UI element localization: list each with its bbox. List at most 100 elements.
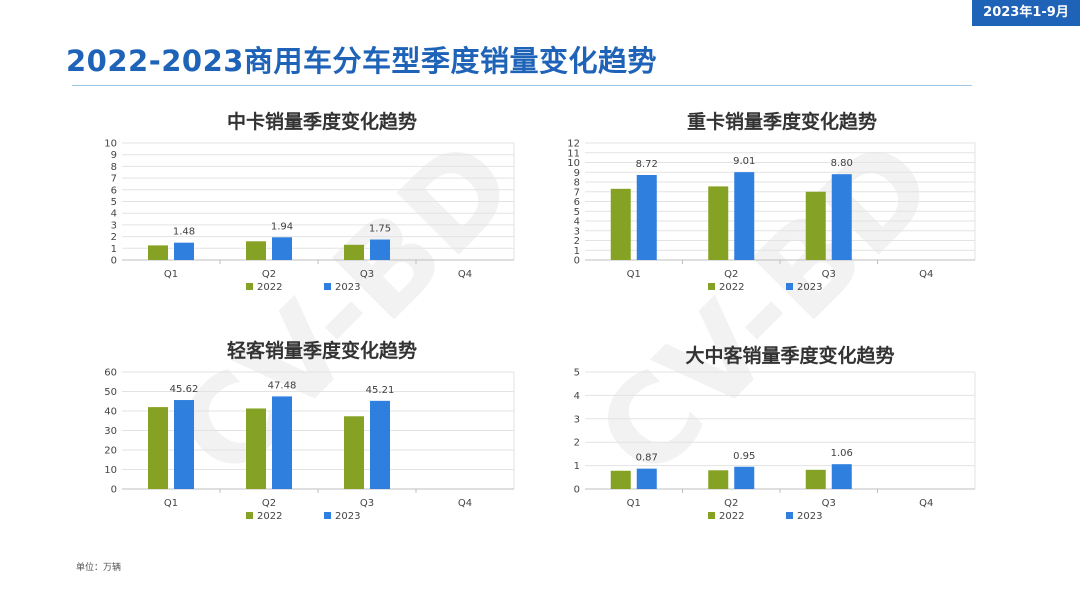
x-tick-label: Q2 <box>724 498 738 509</box>
y-tick-label: 0 <box>574 256 580 267</box>
y-tick-label: 6 <box>574 197 580 208</box>
bar-2023-Q1 <box>636 174 657 260</box>
y-tick-label: 0 <box>111 485 117 496</box>
y-tick-label: 30 <box>104 426 117 437</box>
y-tick-label: 11 <box>567 148 580 159</box>
data-label-2023-Q3: 45.21 <box>366 385 395 396</box>
chart-title-0: 中卡销量季度变化趋势 <box>227 110 417 133</box>
y-tick-label: 5 <box>574 368 580 379</box>
legend-label-2023: 2023 <box>797 282 822 293</box>
y-tick-label: 20 <box>104 446 117 457</box>
x-tick-label: Q2 <box>262 498 276 509</box>
legend-label-2023: 2023 <box>797 511 822 522</box>
unit-note: 单位：万辆 <box>76 563 122 573</box>
bar-2022-Q2 <box>708 470 729 489</box>
legend-swatch-2023 <box>786 283 793 290</box>
bar-2022-Q3 <box>805 469 826 489</box>
x-tick-label: Q4 <box>919 498 933 509</box>
bar-2022-Q1 <box>610 470 631 489</box>
y-tick-label: 9 <box>574 168 580 179</box>
bar-2022-Q1 <box>148 245 168 260</box>
data-label-2023-Q1: 45.62 <box>170 384 199 395</box>
x-tick-label: Q3 <box>360 498 374 509</box>
y-tick-label: 2 <box>111 232 117 243</box>
bar-2022-Q2 <box>708 186 729 260</box>
y-tick-label: 10 <box>104 139 117 150</box>
y-tick-label: 3 <box>111 220 117 231</box>
data-label-2023-Q2: 47.48 <box>268 380 297 391</box>
data-label-2023-Q2: 1.94 <box>271 221 293 232</box>
page-title: 2022-2023商用车分车型季度销量变化趋势 <box>66 44 657 78</box>
bar-2023-Q1 <box>636 468 657 489</box>
x-tick-label: Q2 <box>262 269 276 280</box>
y-tick-label: 9 <box>111 150 117 161</box>
y-tick-label: 12 <box>567 139 580 150</box>
legend-swatch-2022 <box>708 512 715 519</box>
bar-2023-Q2 <box>734 172 755 260</box>
x-tick-label: Q3 <box>822 269 836 280</box>
legend-label-2022: 2022 <box>257 282 282 293</box>
legend-swatch-2023 <box>324 512 331 519</box>
data-label-2023-Q2: 0.95 <box>733 451 755 462</box>
x-tick-label: Q1 <box>164 269 178 280</box>
date-range-badge: 2023年1-9月 <box>972 0 1080 26</box>
legend-swatch-2023 <box>786 512 793 519</box>
data-label-2023-Q1: 8.72 <box>636 159 658 170</box>
bar-2023-Q2 <box>272 237 292 260</box>
y-tick-label: 1 <box>574 461 580 472</box>
y-tick-label: 8 <box>111 162 117 173</box>
y-tick-label: 8 <box>574 178 580 189</box>
y-tick-label: 1 <box>111 244 117 255</box>
data-label-2023-Q3: 8.80 <box>831 158 853 169</box>
bar-2022-Q1 <box>610 188 631 260</box>
data-label-2023-Q1: 0.87 <box>636 453 658 464</box>
title-divider <box>72 85 972 86</box>
chart-title-3: 大中客销量季度变化趋势 <box>685 344 894 367</box>
bar-2023-Q3 <box>831 174 852 260</box>
data-label-2023-Q3: 1.06 <box>831 448 853 459</box>
bar-2022-Q1 <box>148 407 168 489</box>
bar-2022-Q3 <box>344 244 364 260</box>
legend-label-2022: 2022 <box>719 282 744 293</box>
y-tick-label: 4 <box>111 209 117 220</box>
y-tick-label: 50 <box>104 387 117 398</box>
y-tick-label: 10 <box>104 465 117 476</box>
y-tick-label: 6 <box>111 185 117 196</box>
legend-swatch-2023 <box>324 283 331 290</box>
x-tick-label: Q1 <box>627 269 641 280</box>
data-label-2023-Q3: 1.75 <box>369 224 391 235</box>
y-tick-label: 2 <box>574 438 580 449</box>
x-tick-label: Q1 <box>164 498 178 509</box>
y-tick-label: 2 <box>574 236 580 247</box>
y-tick-label: 5 <box>111 197 117 208</box>
x-tick-label: Q1 <box>627 498 641 509</box>
bar-2023-Q3 <box>831 464 852 489</box>
bar-2022-Q2 <box>246 241 266 260</box>
y-tick-label: 0 <box>111 256 117 267</box>
chart-title-2: 轻客销量季度变化趋势 <box>227 339 417 362</box>
bar-2022-Q2 <box>246 408 266 489</box>
bar-2022-Q3 <box>344 416 364 489</box>
x-tick-label: Q3 <box>360 269 374 280</box>
y-tick-label: 0 <box>574 485 580 496</box>
data-label-2023-Q2: 9.01 <box>733 156 755 167</box>
x-tick-label: Q3 <box>822 498 836 509</box>
y-tick-label: 10 <box>567 158 580 169</box>
chart-title-1: 重卡销量季度变化趋势 <box>687 110 877 133</box>
x-tick-label: Q4 <box>919 269 933 280</box>
y-tick-label: 3 <box>574 226 580 237</box>
x-tick-label: Q4 <box>458 269 472 280</box>
y-tick-label: 3 <box>574 414 580 425</box>
y-tick-label: 7 <box>111 174 117 185</box>
bar-2023-Q3 <box>370 400 390 489</box>
bar-2023-Q2 <box>734 466 755 489</box>
y-tick-label: 1 <box>574 246 580 257</box>
y-tick-label: 60 <box>104 368 117 379</box>
bar-2023-Q2 <box>272 396 292 489</box>
legend-label-2022: 2022 <box>719 511 744 522</box>
y-tick-label: 5 <box>574 207 580 218</box>
legend-label-2023: 2023 <box>335 511 360 522</box>
x-tick-label: Q4 <box>458 498 472 509</box>
legend-swatch-2022 <box>246 283 253 290</box>
